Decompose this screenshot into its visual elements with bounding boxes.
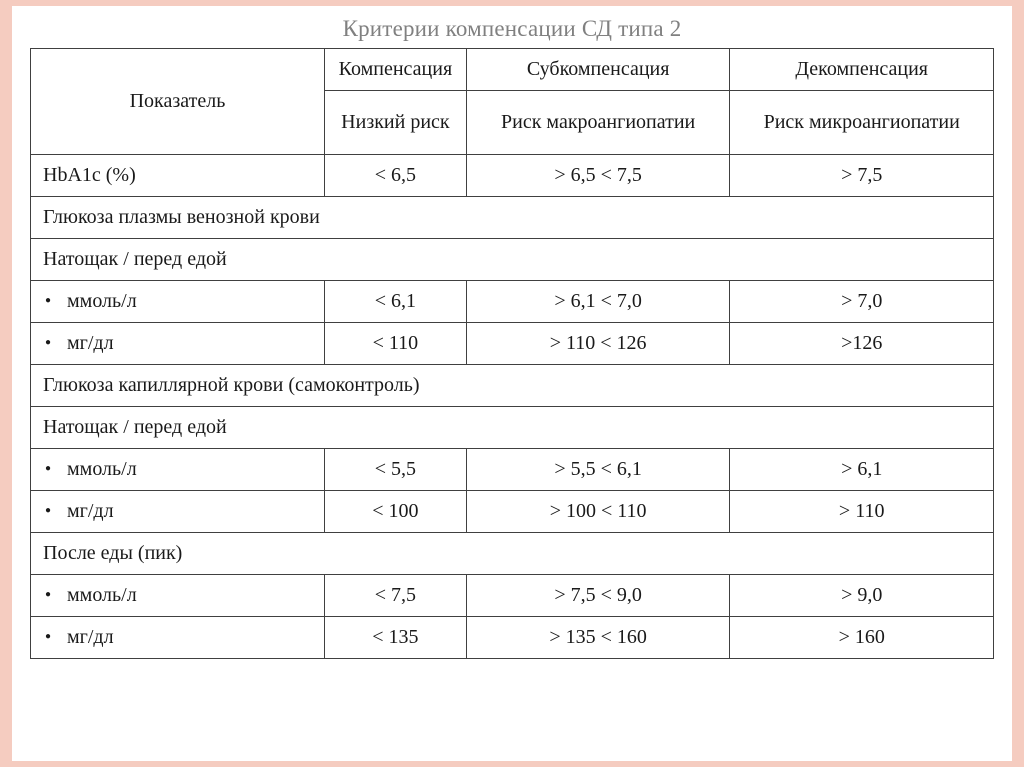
- col-compensation: Компенсация: [324, 49, 466, 91]
- cell-c: > 7,0: [730, 281, 994, 323]
- cell-a: < 135: [324, 617, 466, 659]
- col-decompensation: Декомпенсация: [730, 49, 994, 91]
- cell-b: > 7,5 < 9,0: [466, 575, 730, 617]
- page-title: Критерии компенсации СД типа 2: [30, 16, 994, 42]
- label-text: мг/дл: [67, 500, 114, 522]
- cell-b: > 110 < 126: [466, 323, 730, 365]
- cell-b: > 6,5 < 7,5: [466, 155, 730, 197]
- cell-b: > 135 < 160: [466, 617, 730, 659]
- cell-b: > 5,5 < 6,1: [466, 449, 730, 491]
- cell-a: < 6,1: [324, 281, 466, 323]
- row-hba1c: HbA1c (%) < 6,5 > 6,5 < 7,5 > 7,5: [31, 155, 994, 197]
- cell-label: ●ммоль/л: [31, 449, 325, 491]
- col-risk-micro: Риск микроангиопатии: [730, 91, 994, 155]
- row-peak-mmol: ●ммоль/л < 7,5 > 7,5 < 9,0 > 9,0: [31, 575, 994, 617]
- cell-a: < 100: [324, 491, 466, 533]
- cell-a: < 110: [324, 323, 466, 365]
- bullet-icon: ●: [45, 505, 67, 516]
- bullet-icon: ●: [45, 589, 67, 600]
- section-capillary: Глюкоза капиллярной крови (самоконтроль): [31, 365, 994, 407]
- bullet-icon: ●: [45, 463, 67, 474]
- row-peak-mgdl: ●мг/дл < 135 > 135 < 160 > 160: [31, 617, 994, 659]
- bullet-icon: ●: [45, 337, 67, 348]
- col-risk-low: Низкий риск: [324, 91, 466, 155]
- cell-b: > 100 < 110: [466, 491, 730, 533]
- cell-label: ●мг/дл: [31, 617, 325, 659]
- sheet: Критерии компенсации СД типа 2 Показател…: [12, 6, 1012, 761]
- header-row-1: Показатель Компенсация Субкомпенсация Де…: [31, 49, 994, 91]
- section-after-meal: После еды (пик): [31, 533, 994, 575]
- row-cap-mgdl: ●мг/дл < 100 > 100 < 110 > 110: [31, 491, 994, 533]
- cell-label: HbA1c (%): [31, 155, 325, 197]
- section-fasting-1: Натощак / перед едой: [31, 239, 994, 281]
- section-label: Глюкоза плазмы венозной крови: [31, 197, 994, 239]
- cell-c: > 6,1: [730, 449, 994, 491]
- cell-a: < 6,5: [324, 155, 466, 197]
- row-venous-mmol: ●ммоль/л < 6,1 > 6,1 < 7,0 > 7,0: [31, 281, 994, 323]
- cell-label: ●ммоль/л: [31, 575, 325, 617]
- bullet-icon: ●: [45, 295, 67, 306]
- section-label: Натощак / перед едой: [31, 239, 994, 281]
- cell-a: < 7,5: [324, 575, 466, 617]
- bullet-icon: ●: [45, 631, 67, 642]
- cell-a: < 5,5: [324, 449, 466, 491]
- cell-label: ●мг/дл: [31, 491, 325, 533]
- cell-label: ●мг/дл: [31, 323, 325, 365]
- label-text: мг/дл: [67, 626, 114, 648]
- col-subcompensation: Субкомпенсация: [466, 49, 730, 91]
- col-indicator: Показатель: [31, 49, 325, 155]
- section-label: После еды (пик): [31, 533, 994, 575]
- cell-c: > 110: [730, 491, 994, 533]
- cell-label: ●ммоль/л: [31, 281, 325, 323]
- section-label: Глюкоза капиллярной крови (самоконтроль): [31, 365, 994, 407]
- label-text: ммоль/л: [67, 458, 137, 480]
- col-risk-macro: Риск макроангиопатии: [466, 91, 730, 155]
- cell-b: > 6,1 < 7,0: [466, 281, 730, 323]
- label-text: ммоль/л: [67, 290, 137, 312]
- cell-c: > 7,5: [730, 155, 994, 197]
- section-label: Натощак / перед едой: [31, 407, 994, 449]
- cell-c: > 160: [730, 617, 994, 659]
- row-cap-mmol: ●ммоль/л < 5,5 > 5,5 < 6,1 > 6,1: [31, 449, 994, 491]
- label-text: мг/дл: [67, 332, 114, 354]
- section-fasting-2: Натощак / перед едой: [31, 407, 994, 449]
- row-venous-mgdl: ●мг/дл < 110 > 110 < 126 >126: [31, 323, 994, 365]
- cell-c: > 9,0: [730, 575, 994, 617]
- criteria-table: Показатель Компенсация Субкомпенсация Де…: [30, 48, 994, 659]
- section-venous: Глюкоза плазмы венозной крови: [31, 197, 994, 239]
- cell-c: >126: [730, 323, 994, 365]
- label-text: ммоль/л: [67, 584, 137, 606]
